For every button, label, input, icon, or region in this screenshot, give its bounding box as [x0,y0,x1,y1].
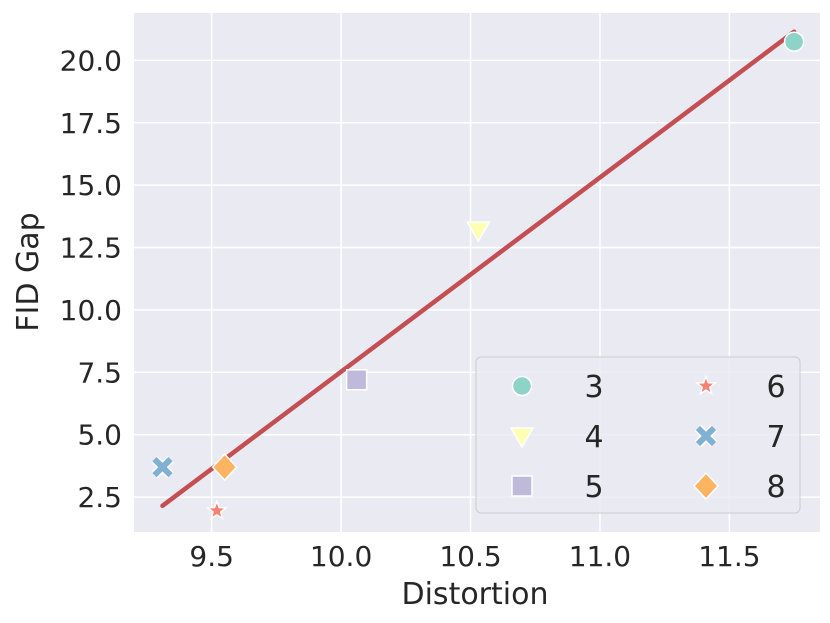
data-point-7-stroke [152,457,173,478]
legend-label-6: 6 [766,370,785,405]
fit-line-group [160,29,797,509]
data-point-8 [211,453,238,482]
y-tick-label: 10.0 [60,294,122,327]
legend-box [475,356,801,514]
legend-marker-7-stroke [695,425,717,447]
y-tick-label: 15.0 [60,169,122,202]
data-point-4 [465,221,491,243]
legend-marker-7 [694,424,718,448]
fit-line [160,29,797,509]
y-tick-label: 2.5 [77,481,122,514]
data-point-3 [783,31,805,52]
legend-label-7: 7 [766,420,785,455]
y-tick-label: 7.5 [77,356,122,389]
data-point-5 [345,369,368,391]
x-tick-label: 11.0 [569,540,631,573]
y-axis-label: FID Gap [11,212,46,331]
x-tick-label: 11.5 [698,540,760,573]
y-tick-label: 17.5 [60,107,122,140]
y-tick-label: 12.5 [60,232,122,265]
y-tick-label: 5.0 [77,419,122,452]
legend-marker-5 [511,475,533,497]
legend-label-5: 5 [584,470,603,505]
x-tick-labels: 9.5 10.0 10.5 11.0 11.5 [189,540,760,573]
legend-marker-3 [511,375,533,397]
legend-marker-4 [509,427,535,449]
x-tick-label: 10.5 [439,540,501,573]
data-point-7 [151,455,174,479]
data-points [151,31,805,521]
x-tick-label: 9.5 [189,540,234,573]
y-tick-label: 20.0 [60,44,122,77]
legend-label-8: 8 [766,470,785,505]
legend: 3 4 5 6 7 8 [475,356,801,514]
data-point-6 [205,499,228,521]
y-tick-labels: 2.5 5.0 7.5 10.0 12.5 15.0 17.5 20.0 [60,44,122,514]
legend-label-4: 4 [584,420,603,455]
legend-marker-6 [694,374,718,396]
legend-marker-8 [692,471,720,501]
legend-label-3: 3 [584,370,603,405]
x-axis-label: Distortion [402,577,549,612]
x-tick-label: 10.0 [310,540,372,573]
